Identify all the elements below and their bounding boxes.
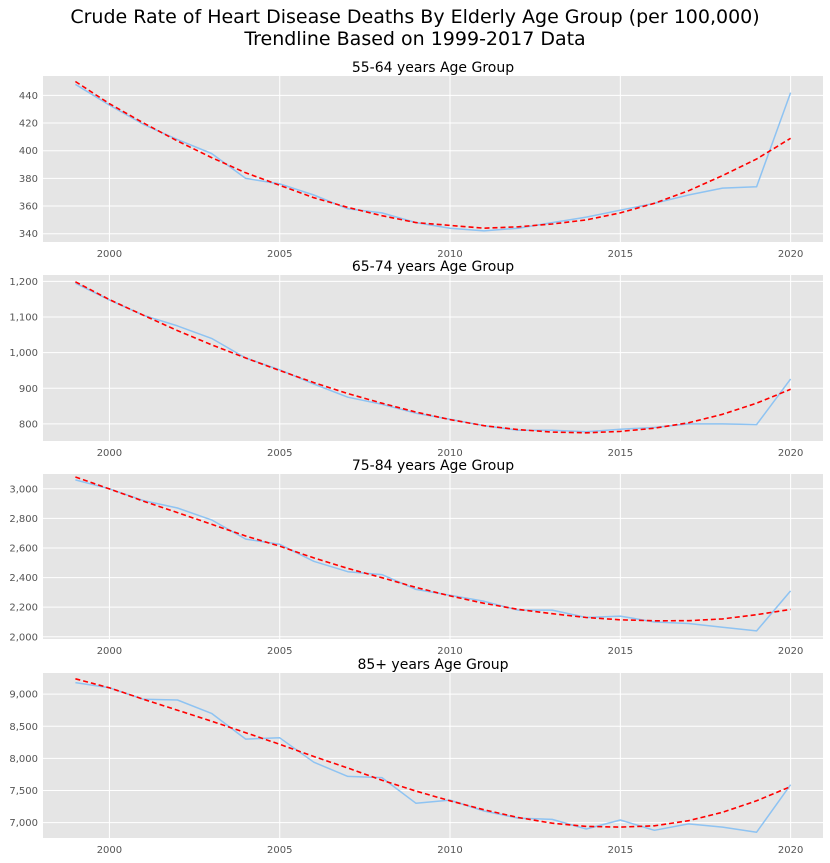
chart-panel-1: 340 360 380 400 420 440 2000 2005 2010 2015 2020 55…: [19, 60, 823, 260]
panel-title: 55-64 years Age Group: [352, 60, 514, 76]
y-tick-label: 800: [19, 419, 38, 430]
actual-rate-series: [75, 479, 792, 632]
x-tick-label: 2000: [97, 249, 122, 260]
actual-rate-series: [75, 83, 792, 232]
x-tick-label: 2015: [608, 845, 633, 856]
chart-panel-2: 800 900 1,000 1,100 1,200 2000 2005 2010 2015 202…: [9, 259, 823, 459]
x-tick-label: 2000: [97, 448, 122, 459]
figure-title: Crude Rate of Heart Disease Deaths By El…: [0, 6, 830, 50]
y-tick-label: 3,000: [9, 484, 38, 495]
y-tick-label: 2,000: [9, 632, 38, 643]
trendline-series: [75, 476, 791, 622]
y-tick-label: 2,200: [9, 603, 38, 614]
x-tick-label: 2015: [608, 448, 633, 459]
panel-title: 75-84 years Age Group: [352, 458, 514, 474]
y-tick-label: 900: [19, 384, 38, 395]
actual-rate-series: [75, 282, 792, 433]
x-tick-label: 2020: [778, 646, 803, 657]
x-tick-label: 2005: [267, 646, 292, 657]
actual-rate-series: [75, 681, 792, 833]
x-tick-label: 2010: [437, 249, 462, 260]
x-tick-label: 2000: [97, 845, 122, 856]
plot-area: [43, 76, 823, 242]
trendline-series: [75, 281, 791, 434]
y-tick-label: 2,600: [9, 543, 38, 554]
y-tick-label: 8,000: [9, 754, 38, 765]
x-tick-label: 2010: [437, 845, 462, 856]
panel-title: 65-74 years Age Group: [352, 259, 514, 275]
y-tick-label: 7,000: [9, 818, 38, 829]
figure-title-line1: Crude Rate of Heart Disease Deaths By El…: [70, 6, 760, 28]
y-tick-label: 1,000: [9, 348, 38, 359]
x-tick-label: 2005: [267, 448, 292, 459]
y-tick-label: 420: [19, 119, 38, 130]
y-tick-label: 7,500: [9, 786, 38, 797]
y-tick-label: 9,000: [9, 690, 38, 701]
trendline-series: [74, 80, 792, 229]
plot-area: [43, 474, 823, 639]
figure-title-line2: Trendline Based on 1999-2017 Data: [244, 28, 586, 50]
y-tick-label: 340: [19, 229, 38, 240]
y-tick-label: 400: [19, 146, 38, 157]
x-tick-label: 2015: [608, 249, 633, 260]
y-tick-label: 1,200: [9, 277, 38, 288]
y-tick-label: 440: [19, 91, 38, 102]
y-tick-label: 380: [19, 174, 38, 185]
y-tick-label: 8,500: [9, 722, 38, 733]
x-tick-label: 2010: [437, 448, 462, 459]
x-tick-label: 2020: [778, 249, 803, 260]
x-tick-label: 2010: [437, 646, 462, 657]
panel-title: 85+ years Age Group: [357, 657, 508, 673]
plot-area: [43, 275, 823, 441]
trendline-series: [75, 678, 791, 828]
x-tick-label: 2020: [778, 448, 803, 459]
y-tick-label: 2,400: [9, 573, 38, 584]
x-tick-label: 2000: [97, 646, 122, 657]
y-tick-label: 1,100: [9, 313, 38, 324]
y-tick-label: 360: [19, 202, 38, 213]
chart-panel-3: 2,000 2,200 2,400 2,600 2,800 3,000 2000 2005 20…: [9, 458, 823, 657]
x-tick-label: 2005: [267, 249, 292, 260]
x-tick-label: 2015: [608, 646, 633, 657]
x-tick-label: 2005: [267, 845, 292, 856]
plot-area: [43, 673, 823, 838]
y-tick-label: 2,800: [9, 514, 38, 525]
x-tick-label: 2020: [778, 845, 803, 856]
chart-panel-4: 7,000 7,500 8,000 8,500 9,000 2000 2005 2010 201…: [9, 657, 823, 856]
